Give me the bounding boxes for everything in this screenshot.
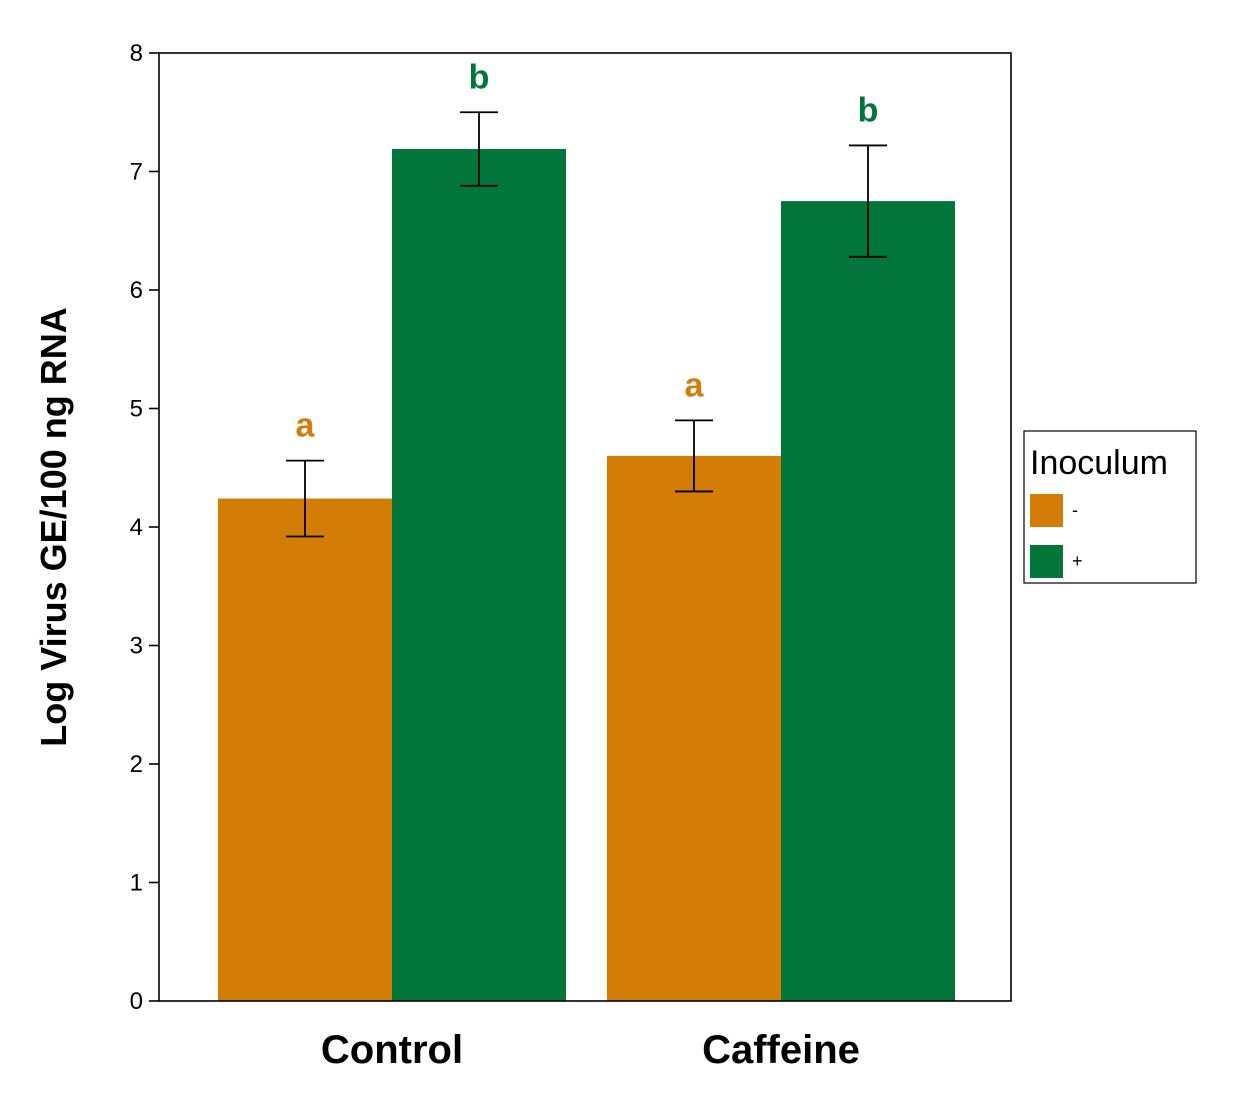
bar <box>607 455 781 1001</box>
y-tick-label: 0 <box>130 988 143 1015</box>
y-tick-label: 6 <box>130 277 143 304</box>
significance-label: a <box>296 407 316 445</box>
x-axis: Control Caffeine <box>321 1028 860 1072</box>
y-tick-label: 3 <box>130 633 143 660</box>
legend-swatch <box>1030 545 1063 578</box>
legend-swatch <box>1030 494 1063 527</box>
bar <box>781 201 955 1001</box>
significance-labels-layer: a b a b <box>296 58 879 444</box>
y-tick-label: 1 <box>130 870 143 897</box>
y-tick-label: 7 <box>130 159 143 186</box>
significance-label: b <box>858 91 879 129</box>
y-tick-label: 4 <box>130 514 143 541</box>
y-tick-label: 8 <box>130 40 143 67</box>
y-tick-label: 2 <box>130 751 143 778</box>
significance-label: a <box>685 366 705 404</box>
bar <box>392 148 566 1002</box>
x-category-label: Caffeine <box>702 1028 860 1072</box>
legend-title: Inoculum <box>1030 444 1168 482</box>
x-category-label: Control <box>321 1028 463 1072</box>
legend-entry-label: - <box>1072 500 1078 520</box>
bar <box>218 498 392 1001</box>
error-bars-layer <box>286 111 887 538</box>
y-axis: 0 1 2 3 4 5 6 7 8 <box>130 40 159 1015</box>
y-tick-label: 5 <box>130 396 143 423</box>
legend: Inoculum - + <box>1023 430 1197 584</box>
bars-layer <box>218 148 955 1002</box>
significance-label: b <box>469 58 490 96</box>
y-axis-title: Log Virus GE/100 ng RNA <box>33 307 74 746</box>
legend-entry-label: + <box>1072 551 1083 571</box>
